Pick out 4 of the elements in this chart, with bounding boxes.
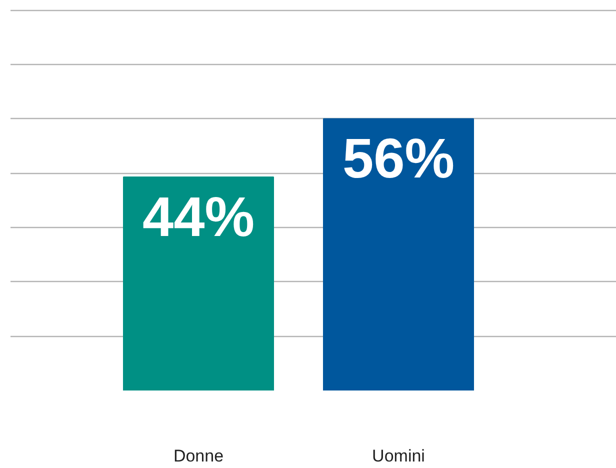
x-tick-label: Uomini <box>372 446 425 466</box>
data-label: 44% <box>142 184 255 248</box>
x-tick-label: Donne <box>173 446 224 466</box>
data-label: 56% <box>342 126 455 190</box>
